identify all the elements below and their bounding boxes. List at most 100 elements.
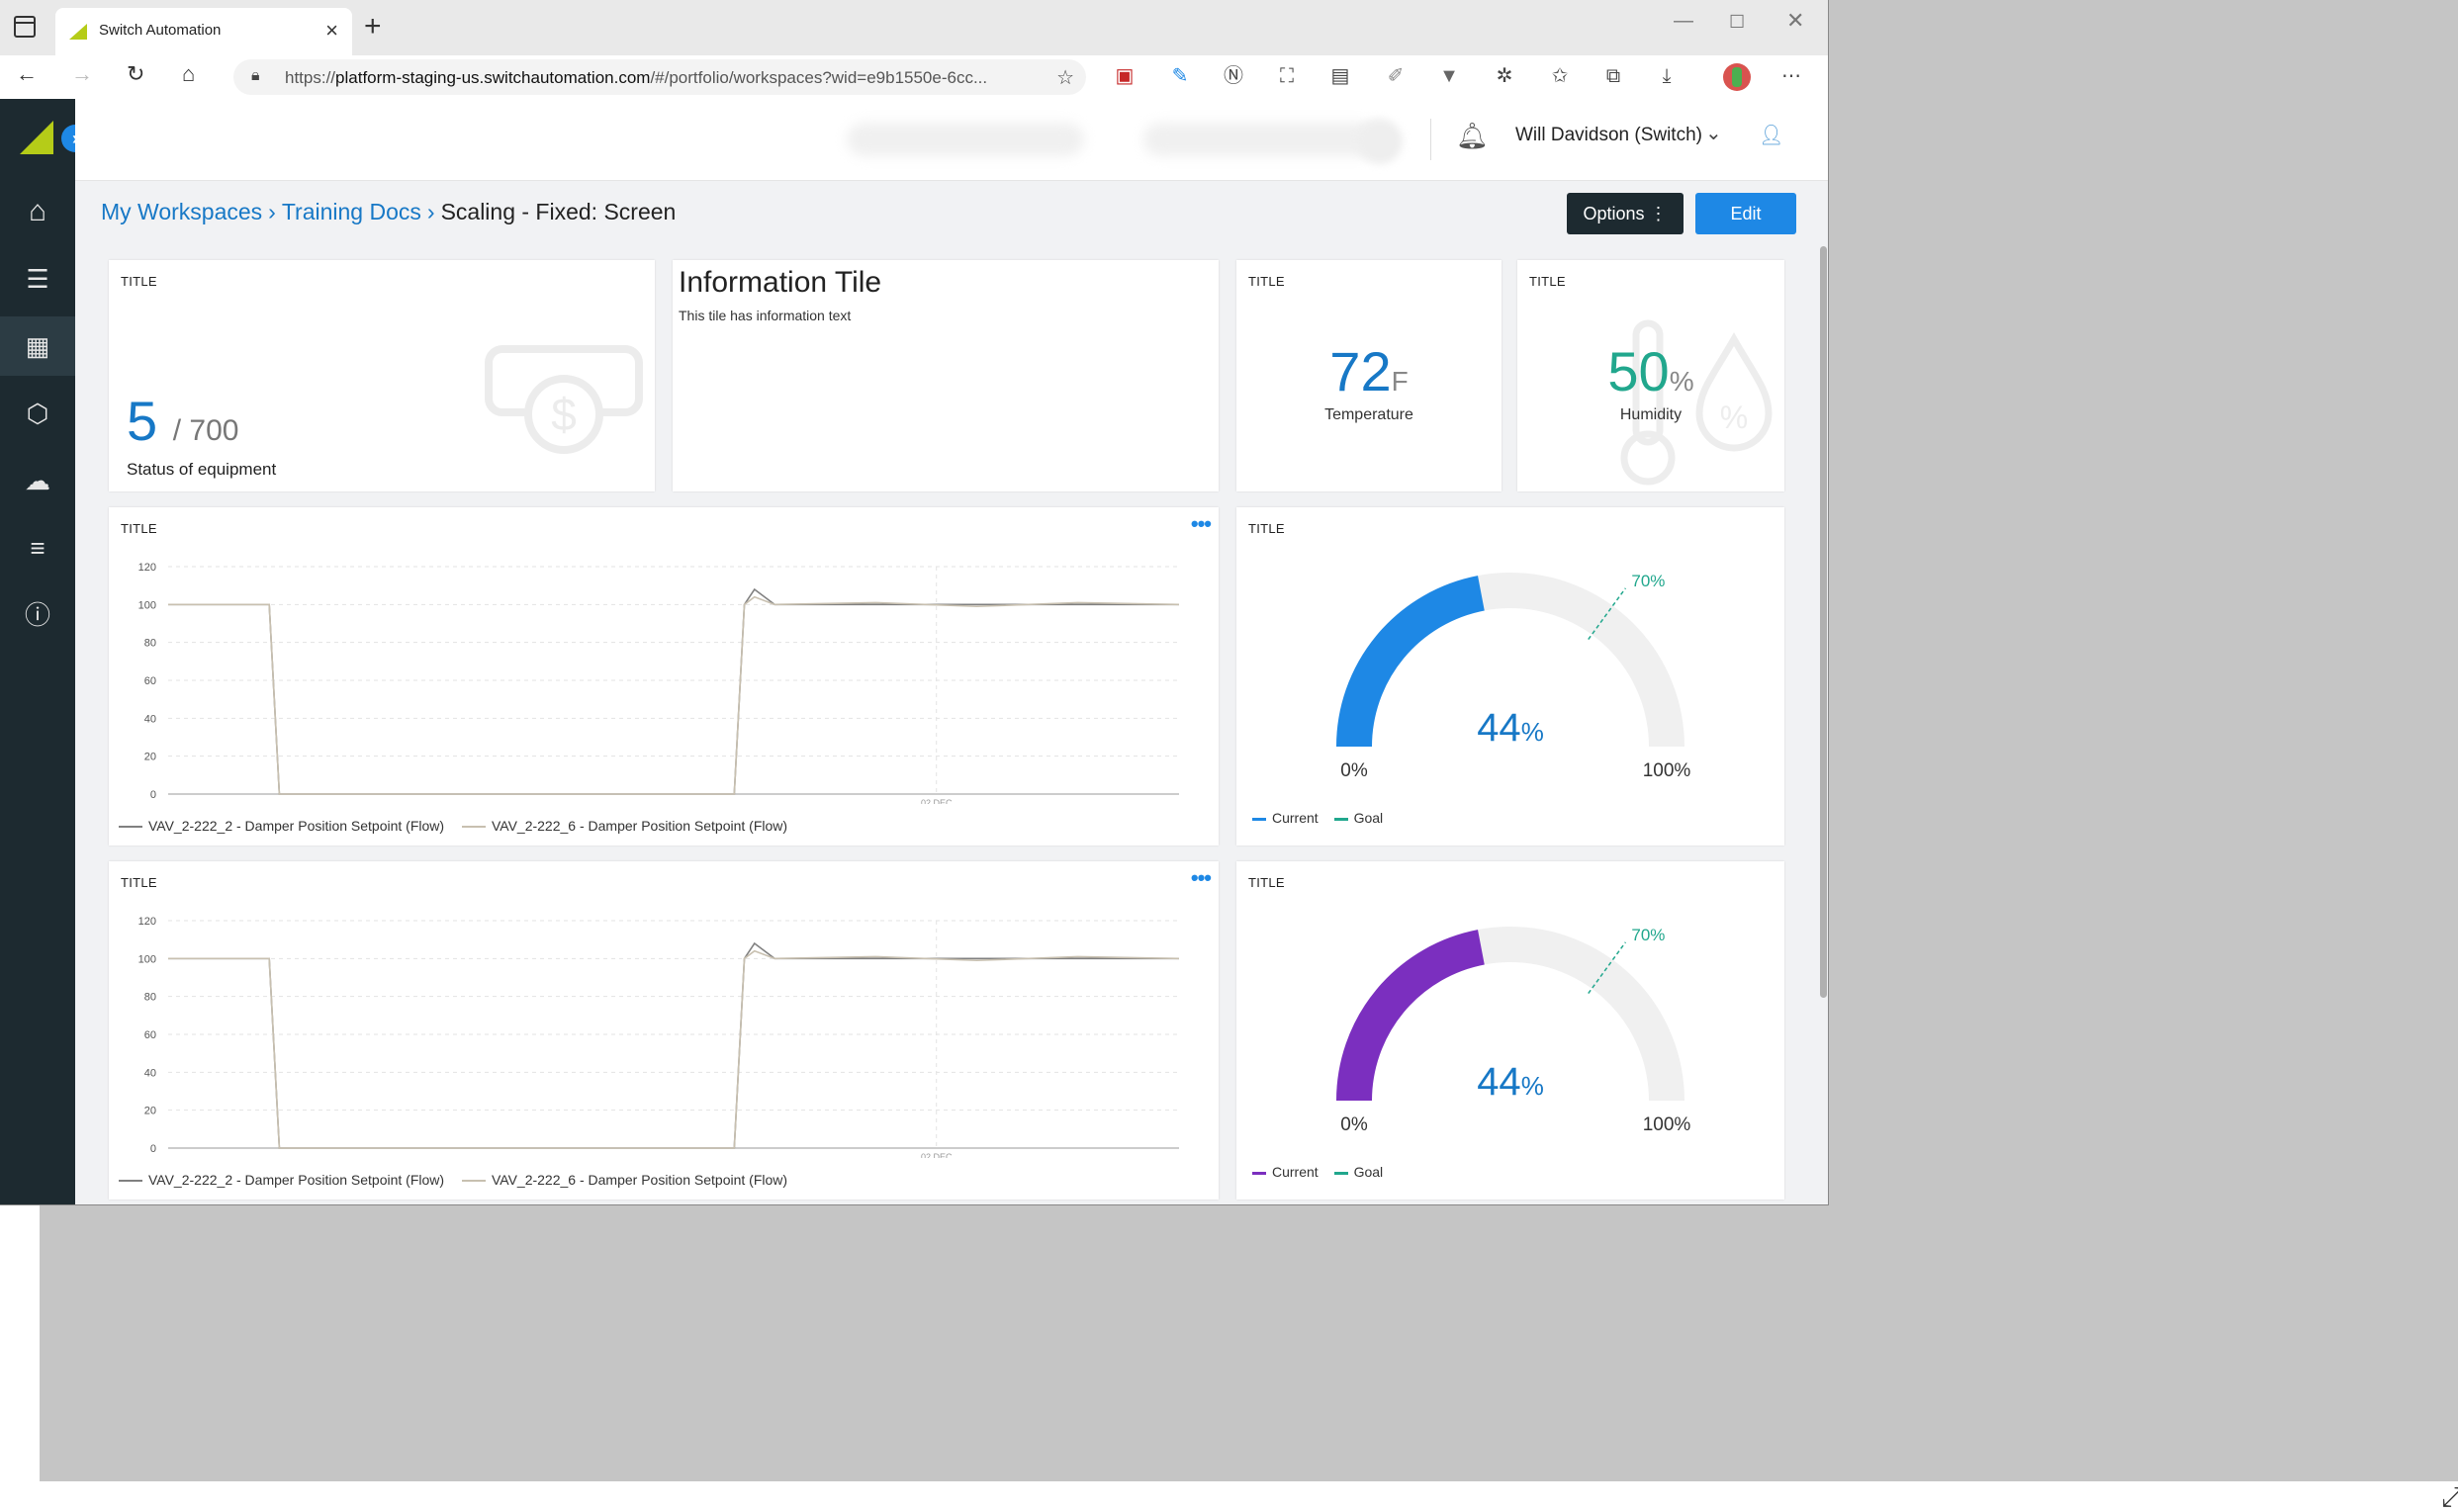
status-tile[interactable]: TITLE $ 5 / 700 Status of equipment (109, 260, 655, 491)
options-button[interactable]: Options ⋮ (1567, 193, 1684, 234)
sidebar-item-assets[interactable]: ⬡ (0, 384, 75, 443)
sidebar-item-cloud[interactable]: ☁ (0, 451, 75, 510)
desktop-background-lower (40, 1204, 2458, 1481)
tile-title: TITLE (1248, 274, 1285, 289)
workspace-content: My Workspaces › Training Docs › Scaling - Fi… (75, 181, 1818, 1204)
forward-icon[interactable]: → (71, 61, 93, 86)
svg-text:$: $ (551, 389, 577, 440)
status-total: / 700 (172, 414, 239, 447)
lock-icon[interactable]: 🔒︎ (251, 67, 260, 84)
line-chart-tile-1[interactable]: TITLE ••• 0 20 40 60 80 100 120 02 DEC VAV_2-22… (109, 507, 1219, 845)
notion-extension-icon[interactable]: Ⓝ (1224, 65, 1243, 87)
y-tick-label: 0 (150, 789, 156, 801)
blurred-element (1143, 123, 1381, 156)
tile-title: TITLE (121, 521, 157, 536)
breadcrumb-my-workspaces[interactable]: My Workspaces (101, 199, 263, 224)
calendar-extension-icon[interactable]: ▣ (1115, 65, 1135, 87)
tab-actions-icon[interactable] (14, 16, 36, 38)
edit-button[interactable]: Edit (1695, 193, 1796, 234)
temperature-value: 72F (1236, 339, 1502, 403)
extensions-puzzle-icon[interactable]: ✲ (1496, 65, 1513, 87)
information-tile[interactable]: Information Tile This tile has informati… (673, 260, 1219, 491)
legend-swatch (119, 1180, 142, 1183)
home-icon[interactable]: ⌂ (182, 61, 196, 86)
pen-extension-icon[interactable]: ✎ (1171, 65, 1189, 87)
blurred-element (1357, 119, 1403, 164)
gauge-value-label: 44% (1477, 706, 1544, 750)
url-text[interactable]: https://platform-staging-us.switchautoma… (285, 68, 988, 87)
gauge-tile-1[interactable]: TITLE 70% 44% 0% 100% Current Goal (1236, 507, 1784, 845)
expand-icon[interactable]: ⤢ (2441, 1481, 2458, 1512)
legend-item[interactable]: Current (1252, 1164, 1319, 1180)
sidebar-item-home[interactable]: ⌂ (0, 182, 75, 241)
refresh-icon[interactable]: ↻ (127, 61, 145, 86)
favorites-icon[interactable]: ✩ (1551, 65, 1569, 87)
home-icon: ⌂ (28, 195, 47, 227)
breadcrumb: My Workspaces › Training Docs › Scaling - Fi… (101, 199, 676, 225)
legend-item[interactable]: Goal (1333, 1164, 1383, 1180)
x-tick-label: 02 DEC (921, 798, 953, 804)
tile-title: TITLE (121, 274, 157, 289)
legend-label: VAV_2-222_2 - Damper Position Setpoint (… (148, 1172, 445, 1188)
tile-title: TITLE (1248, 875, 1285, 890)
legend-item[interactable]: VAV_2-222_2 - Damper Position Setpoint (… (119, 818, 444, 834)
sidebar-item-settings[interactable]: ≡ (0, 518, 75, 578)
maximize-icon[interactable]: ☐ (1729, 12, 1746, 32)
scrollbar[interactable] (1818, 181, 1828, 1204)
gauge-min-label: 0% (1340, 1114, 1368, 1135)
breadcrumb-current: Scaling - Fixed: Screen (440, 199, 677, 224)
gauge-tile-2[interactable]: TITLE 70% 44% 0% 100% Current Goal (1236, 861, 1784, 1200)
header-divider (1430, 119, 1431, 160)
screenshot-extension-icon[interactable]: ⛶ (1280, 65, 1294, 87)
y-tick-label: 40 (144, 713, 156, 725)
gauge-chart-1: 70% 44% 0% 100% (1336, 572, 1691, 781)
humidity-value: 50% (1517, 339, 1784, 403)
goal-label: 70% (1631, 572, 1665, 590)
humidity-label: Humidity (1619, 406, 1683, 423)
humidity-tile[interactable]: % TITLE 50% Humidity (1517, 260, 1784, 491)
back-icon[interactable]: ← (16, 61, 38, 86)
legend-item[interactable]: Current (1252, 810, 1319, 826)
y-tick-label: 100 (138, 953, 156, 965)
profile-avatar[interactable] (1723, 63, 1751, 91)
gauge-max-label: 100% (1643, 760, 1691, 781)
new-tab-icon[interactable]: + (364, 10, 382, 43)
filter-extension-icon[interactable]: ▼ (1439, 65, 1459, 87)
line-chart-tile-2[interactable]: TITLE ••• 0 20 40 60 80 100 120 02 DEC VAV_2-22… (109, 861, 1219, 1200)
close-tab-icon[interactable]: × (325, 18, 338, 43)
bell-icon[interactable]: 🔔︎ (1456, 121, 1490, 150)
user-icon[interactable]: 👤︎ (1759, 125, 1784, 146)
sidebar-item-dashboards[interactable]: ▦ (0, 316, 75, 376)
breadcrumb-training-docs[interactable]: Training Docs (281, 199, 421, 224)
more-options-icon[interactable]: ••• (1190, 865, 1212, 890)
scrollbar-thumb[interactable] (1820, 246, 1827, 998)
collections-icon[interactable]: ⧉ (1605, 65, 1621, 87)
download-icon[interactable]: ⤓ (1662, 65, 1672, 87)
tab-strip: Switch Automation × + — ☐ ✕ (0, 0, 1828, 55)
legend-item[interactable]: VAV_2-222_6 - Damper Position Setpoint (… (461, 818, 787, 834)
switch-logo-icon[interactable] (20, 121, 53, 154)
minimize-icon[interactable]: — (1674, 10, 1693, 32)
legend-label: VAV_2-222_6 - Damper Position Setpoint (… (491, 1172, 788, 1188)
favorite-star-icon[interactable]: ☆ (1056, 67, 1074, 89)
legend-item[interactable]: Goal (1333, 810, 1383, 826)
browser-tab[interactable]: Switch Automation × (55, 8, 352, 55)
more-menu-icon[interactable]: ⋯ (1781, 65, 1801, 87)
close-window-icon[interactable]: ✕ (1786, 8, 1805, 33)
legend-item[interactable]: VAV_2-222_2 - Damper Position Setpoint (… (119, 1172, 444, 1188)
edit-extension-icon[interactable]: ✐ (1387, 65, 1405, 87)
temperature-tile[interactable]: TITLE 72F Temperature (1236, 260, 1502, 491)
address-bar[interactable]: 🔒︎ https://platform-staging-us.switchaut… (233, 59, 1086, 95)
monitor-extension-icon[interactable]: ▤ (1330, 65, 1350, 87)
sidebar-item-help[interactable]: ⓘ (0, 585, 75, 645)
legend-item[interactable]: VAV_2-222_6 - Damper Position Setpoint (… (461, 1172, 788, 1188)
y-tick-label: 120 (138, 562, 156, 574)
y-tick-label: 20 (144, 752, 156, 763)
more-options-icon[interactable]: ••• (1190, 511, 1212, 536)
user-name[interactable]: Will Davidson (Switch) (1515, 125, 1702, 145)
series-line-1 (168, 941, 1179, 1149)
checklist-icon: ☰ (26, 264, 49, 294)
sidebar-item-tasks[interactable]: ☰ (0, 249, 75, 309)
chevron-down-icon[interactable]: ⌄ (1705, 123, 1722, 144)
breadcrumb-separator: › (426, 199, 435, 224)
